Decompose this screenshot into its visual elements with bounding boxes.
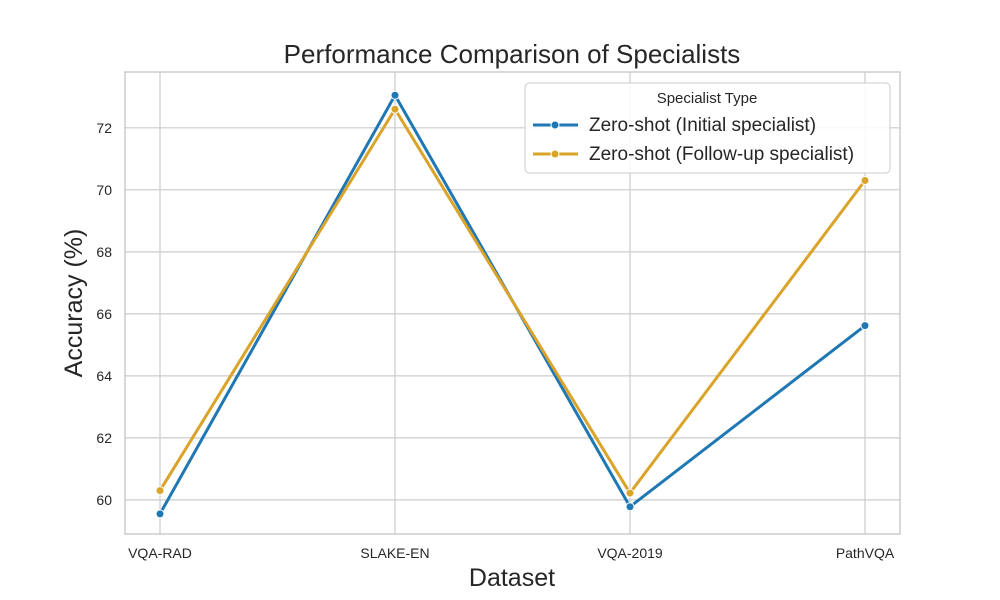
x-tick-label: SLAKE-EN (360, 545, 429, 561)
y-tick-label: 72 (96, 120, 112, 136)
legend-marker (550, 149, 560, 159)
legend-title: Specialist Type (657, 90, 758, 107)
legend-label: Zero-shot (Follow-up specialist) (589, 144, 854, 165)
legend: Specialist Type Zero-shot (Initial speci… (524, 82, 891, 174)
legend-item: Zero-shot (Follow-up specialist) (533, 144, 854, 165)
legend-item: Zero-shot (Initial specialist) (533, 115, 816, 136)
data-point (860, 176, 870, 186)
data-point (625, 488, 635, 498)
data-point (390, 90, 400, 100)
y-tick-label: 64 (96, 368, 112, 384)
y-tick-labels: 60 62 64 66 68 70 72 (96, 120, 112, 508)
chart-title: Performance Comparison of Specialists (284, 39, 741, 69)
series-layer (155, 90, 870, 519)
x-axis-label: Dataset (469, 564, 555, 592)
legend-label: Zero-shot (Initial specialist) (589, 115, 816, 136)
data-point (625, 502, 635, 512)
data-point (390, 104, 400, 114)
legend-items: Zero-shot (Initial specialist) Zero-shot … (533, 115, 854, 165)
data-point (860, 321, 870, 331)
y-tick-label: 68 (96, 244, 112, 260)
x-tick-labels: VQA-RAD SLAKE-EN VQA-2019 PathVQA (128, 545, 895, 561)
series-2 (155, 104, 870, 498)
x-tick-label: PathVQA (836, 545, 895, 561)
x-tick-label: VQA-RAD (128, 545, 192, 561)
y-tick-label: 60 (96, 492, 112, 508)
y-tick-label: 70 (96, 182, 112, 198)
plot-frame (124, 71, 901, 535)
y-tick-label: 62 (96, 430, 112, 446)
x-tick-label: VQA-2019 (597, 545, 663, 561)
series-line (158, 107, 867, 495)
y-tick-label: 66 (96, 306, 112, 322)
data-point (155, 486, 165, 496)
y-axis-label: Accuracy (%) (60, 229, 88, 378)
data-point (155, 509, 165, 519)
legend-marker (550, 120, 560, 130)
legend-box (524, 82, 891, 174)
